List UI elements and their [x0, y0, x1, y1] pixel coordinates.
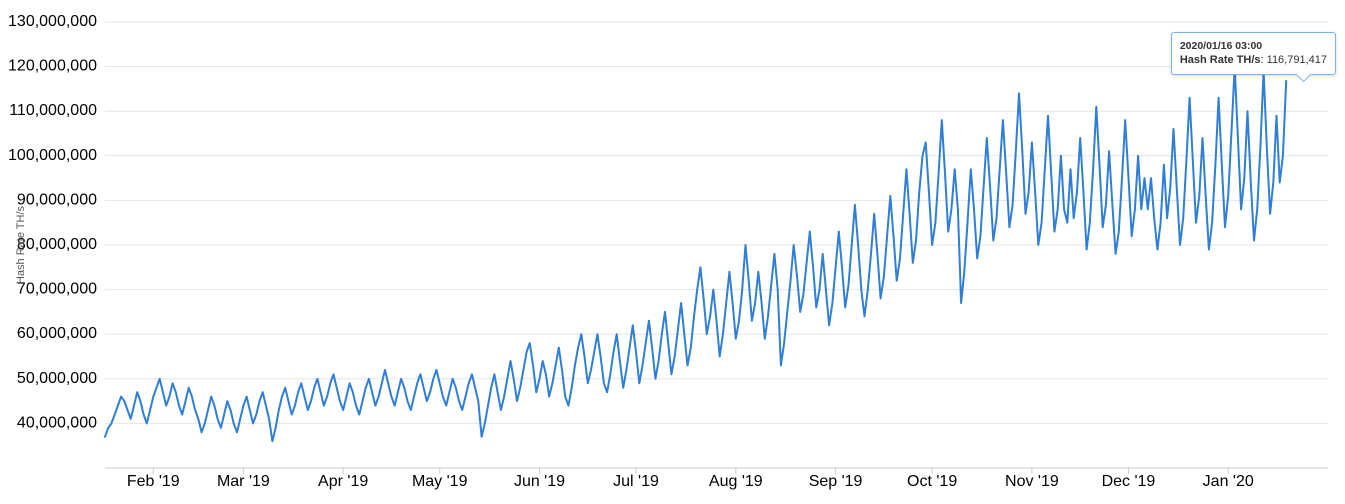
tooltip-date: 2020/01/16 03:00: [1180, 39, 1327, 53]
y-tick-label: 80,000,000: [17, 236, 97, 253]
y-tick-label: 60,000,000: [17, 325, 97, 342]
x-tick-label: May '19: [412, 473, 468, 490]
y-tick-label: 100,000,000: [8, 147, 97, 164]
x-tick-label: Dec '19: [1102, 473, 1156, 490]
y-axis-label: Hash Rate TH/s: [15, 205, 27, 284]
tooltip-row: Hash Rate TH/s: 116,791,417: [1180, 53, 1327, 68]
x-tick-label: Mar '19: [217, 473, 270, 490]
y-tick-label: 50,000,000: [17, 370, 97, 387]
y-tick-label: 110,000,000: [9, 102, 97, 119]
tooltip-value: 116,791,417: [1267, 54, 1327, 66]
tooltip-series-label: Hash Rate TH/s: [1180, 54, 1261, 66]
x-tick-label: Oct '19: [907, 473, 957, 490]
y-tick-label: 90,000,000: [17, 191, 97, 208]
hashrate-line: [105, 67, 1286, 442]
x-tick-label: Jul '19: [613, 473, 659, 490]
y-tick-label: 40,000,000: [17, 414, 97, 431]
chart-tooltip: 2020/01/16 03:00 Hash Rate TH/s: 116,791…: [1171, 32, 1336, 75]
chart-svg: 40,000,000 50,000,000 60,000,000 70,000,000…: [0, 0, 1345, 504]
x-tick-label: Nov '19: [1005, 473, 1059, 490]
x-tick-label: Apr '19: [318, 473, 368, 490]
x-tick-label: Jan '20: [1203, 473, 1254, 490]
hashrate-chart: 40,000,000 50,000,000 60,000,000 70,000,000…: [0, 0, 1345, 504]
x-tick-label: Sep '19: [809, 473, 863, 490]
x-tick-label: Aug '19: [709, 473, 763, 490]
x-tick-label: Feb '19: [127, 473, 180, 490]
y-tick-label: 70,000,000: [17, 281, 97, 298]
y-tick-label: 120,000,000: [8, 58, 97, 75]
x-tick-label: Jun '19: [514, 473, 565, 490]
y-tick-label: 130,000,000: [8, 13, 97, 30]
